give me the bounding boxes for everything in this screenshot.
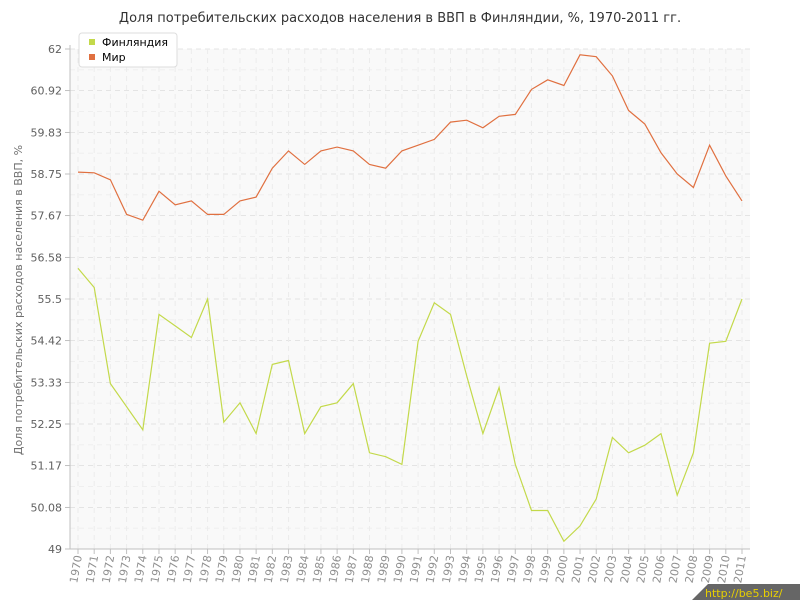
x-tick-label: 1989 — [375, 554, 393, 584]
x-tick-label: 2006 — [650, 554, 668, 584]
x-tick-label: 1988 — [359, 554, 377, 584]
x-tick-label: 1978 — [197, 554, 215, 584]
x-tick-label: 1985 — [310, 554, 328, 584]
x-tick-label: 1987 — [343, 554, 361, 584]
y-axis-ticks: 49 50.08 51.17 52.25 53.33 54.42 55.5 56.58 57.6… — [31, 43, 70, 556]
chart-title: Доля потребительских расходов населения … — [119, 11, 681, 26]
x-tick-label: 1990 — [391, 554, 409, 584]
series-line-world — [77, 54, 743, 221]
watermark-text: http://be5.biz/ — [705, 587, 783, 600]
x-tick-label: 1979 — [213, 554, 231, 584]
y-tick-label: 56.58 — [31, 251, 63, 264]
x-tick-label: 1971 — [83, 554, 101, 584]
x-tick-label: 2001 — [569, 554, 587, 584]
y-axis-label: Доля потребительских расходов населения … — [12, 145, 25, 455]
x-tick-label: 1975 — [148, 554, 166, 584]
series-lines — [77, 54, 743, 543]
y-tick-label: 59.83 — [31, 126, 63, 139]
y-tick-label: 60.92 — [31, 85, 63, 98]
x-tick-label: 1972 — [100, 554, 118, 584]
x-tick-label: 1970 — [67, 554, 85, 584]
x-tick-label: 1998 — [521, 554, 539, 584]
y-tick-label: 50.08 — [31, 501, 63, 514]
x-tick-label: 2003 — [602, 554, 620, 584]
x-tick-label: 2009 — [699, 554, 717, 584]
watermark-background — [692, 584, 800, 600]
plot-area — [70, 49, 750, 549]
x-tick-label: 1977 — [181, 554, 199, 584]
y-tick-label: 62 — [48, 43, 62, 56]
x-tick-label: 1997 — [505, 554, 523, 584]
x-tick-label: 1983 — [278, 554, 296, 584]
x-tick-label: 1974 — [132, 554, 150, 584]
y-tick-label: 53.33 — [31, 376, 63, 389]
y-tick-label: 49 — [48, 543, 62, 556]
x-tick-label: 1994 — [456, 554, 474, 584]
legend-box — [78, 32, 178, 68]
x-tick-label: 2008 — [683, 554, 701, 584]
y-tick-label: 57.67 — [31, 210, 63, 223]
x-axis-ticks: 1970197119721973197419751976197719781979… — [67, 549, 749, 584]
x-tick-label: 2002 — [586, 554, 604, 584]
series-line-finland — [77, 267, 743, 543]
legend-swatch-finland — [89, 39, 95, 45]
x-tick-label: 1982 — [262, 554, 280, 584]
x-tick-label: 1984 — [294, 554, 312, 584]
x-tick-label: 1973 — [116, 554, 134, 584]
x-tick-label: 2004 — [618, 554, 636, 584]
y-tick-label: 58.75 — [31, 168, 63, 181]
y-tick-label: 51.17 — [31, 460, 63, 473]
x-tick-label: 1986 — [326, 554, 344, 584]
legend-label-finland: Финляндия — [102, 36, 168, 49]
x-tick-label: 1999 — [537, 554, 555, 584]
legend-swatch-world — [89, 54, 95, 60]
x-tick-label: 1976 — [164, 554, 182, 584]
x-tick-label: 2000 — [553, 554, 571, 584]
plot-background — [70, 49, 750, 549]
axes — [69, 45, 750, 550]
y-tick-label: 54.42 — [31, 335, 63, 348]
legend-label-world: Мир — [102, 51, 126, 64]
x-tick-label: 1995 — [472, 554, 490, 584]
x-tick-label: 2010 — [715, 554, 733, 584]
x-tick-label: 1996 — [488, 554, 506, 584]
x-tick-label: 1993 — [440, 554, 458, 584]
legend: Финляндия Мир — [78, 32, 178, 68]
x-tick-label: 2007 — [667, 554, 685, 584]
watermark: http://be5.biz/ — [692, 584, 800, 600]
x-tick-label: 1992 — [424, 554, 442, 584]
y-tick-label: 55.5 — [38, 293, 63, 306]
x-tick-label: 1980 — [229, 554, 247, 584]
x-tick-label: 2011 — [731, 554, 749, 584]
x-tick-label: 1981 — [245, 554, 263, 584]
y-tick-label: 52.25 — [31, 418, 63, 431]
x-tick-label: 1991 — [407, 554, 425, 584]
x-tick-label: 2005 — [634, 554, 652, 584]
